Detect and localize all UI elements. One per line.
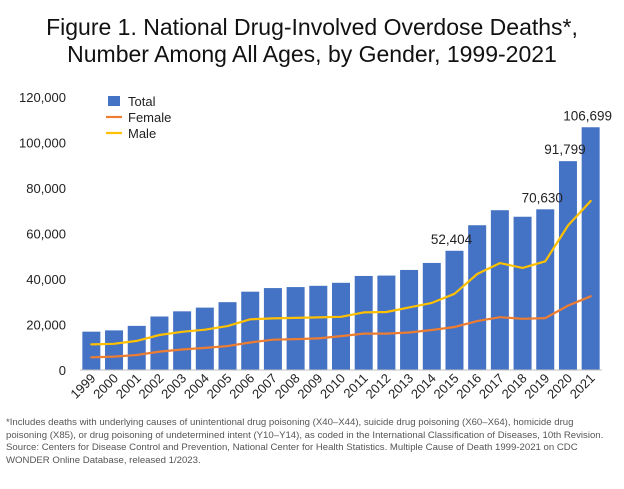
title-line-1: Figure 1. National Drug-Involved Overdos… [46,14,578,40]
bar-total-2014 [422,262,441,370]
overdose-deaths-chart: 0 20,000 40,000 60,000 80,000 100,000 120,000 1… [19,90,612,402]
footnote-line-2: poisoning (X85), or drug poisoning of un… [6,429,604,441]
bar-total-2007 [263,288,282,370]
line-female [90,295,592,359]
data-label: 106,699 [563,108,612,123]
y-tick-label: 80,000 [26,181,66,196]
bar-total-2021 [581,127,600,371]
data-label: 70,630 [522,190,563,205]
bar-total-2010 [332,282,350,370]
legend-swatch-total [108,96,120,106]
bar-total-2013 [400,269,419,370]
y-tick-label: 40,000 [26,272,66,287]
x-tick-label: 2021 [567,371,598,402]
bar-total-2005 [218,302,237,370]
title-line-2: Number Among All Ages, by Gender, 1999-2… [67,41,557,67]
legend-label-male: Male [128,126,156,141]
bar-total-2012 [377,275,396,370]
footnote-line-4: WONDER Online Database, released 1/2023. [6,454,201,466]
y-tick-label: 60,000 [26,227,66,242]
bar-total-2000 [105,330,124,370]
y-tick-label: 0 [59,363,66,378]
bar-total-2018 [513,216,532,370]
bar-total-2008 [286,287,305,370]
bar-total-2019 [536,209,555,370]
data-label: 52,404 [431,232,473,247]
legend-label-female: Female [128,110,171,125]
x-tick-label: 2011 [340,371,370,401]
bar-total-2016 [468,225,487,370]
y-tick-label: 20,000 [26,318,66,333]
bar-total-2020 [558,161,577,370]
y-tick-label: 120,000 [19,90,66,105]
data-label: 91,799 [544,142,585,157]
line-male [90,199,592,346]
bar-total-2006 [241,291,260,370]
bar-total-2002 [150,316,169,370]
footnote: *Includes deaths with underlying causes … [6,417,618,467]
bar-total-2001 [127,325,146,370]
bar-total-2011 [354,275,373,370]
footnote-line-1: *Includes deaths with underlying causes … [6,417,574,428]
bar-total-2015 [445,250,464,370]
chart-title: Figure 1. National Drug-Involved Overdos… [0,14,624,68]
bar-total-2004 [195,307,214,370]
footnote-line-3: Source: Centers for Disease Control and … [6,442,578,454]
bar-total-1999 [82,331,101,370]
y-tick-label: 100,000 [19,136,66,151]
bar-total-2017 [490,210,509,370]
legend-label-total: Total [128,94,156,109]
bar-total-2003 [173,311,192,370]
bar-total-2009 [309,285,328,370]
